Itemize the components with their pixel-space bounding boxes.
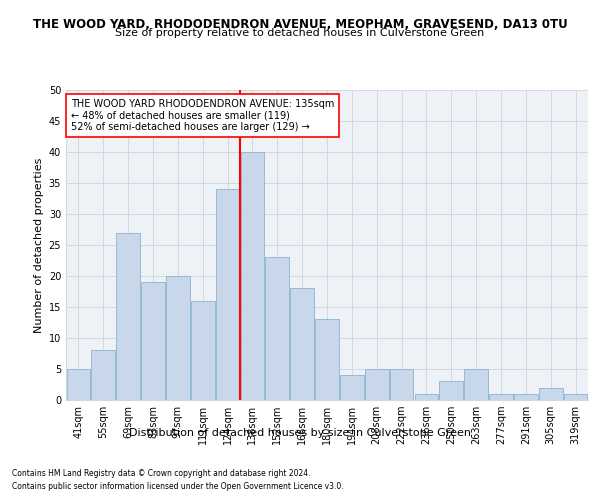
Bar [216,189,239,400]
Bar [564,394,587,400]
Text: Contains public sector information licensed under the Open Government Licence v3: Contains public sector information licen… [12,482,344,491]
Bar [390,369,413,400]
Bar [340,375,364,400]
Bar [489,394,513,400]
Bar [67,369,90,400]
Bar [415,394,438,400]
Bar [539,388,563,400]
Text: THE WOOD YARD RHODODENDRON AVENUE: 135sqm
← 48% of detached houses are smaller (: THE WOOD YARD RHODODENDRON AVENUE: 135sq… [71,100,335,132]
Bar [116,232,140,400]
Bar [514,394,538,400]
Text: Contains HM Land Registry data © Crown copyright and database right 2024.: Contains HM Land Registry data © Crown c… [12,468,311,477]
Bar [91,350,115,400]
Bar [464,369,488,400]
Bar [315,320,339,400]
Text: Distribution of detached houses by size in Culverstone Green: Distribution of detached houses by size … [129,428,471,438]
Bar [439,382,463,400]
Y-axis label: Number of detached properties: Number of detached properties [34,158,44,332]
Bar [191,301,215,400]
Bar [265,258,289,400]
Text: THE WOOD YARD, RHODODENDRON AVENUE, MEOPHAM, GRAVESEND, DA13 0TU: THE WOOD YARD, RHODODENDRON AVENUE, MEOP… [32,18,568,30]
Bar [141,282,165,400]
Bar [365,369,389,400]
Text: Size of property relative to detached houses in Culverstone Green: Size of property relative to detached ho… [115,28,485,38]
Bar [241,152,264,400]
Bar [290,288,314,400]
Bar [166,276,190,400]
